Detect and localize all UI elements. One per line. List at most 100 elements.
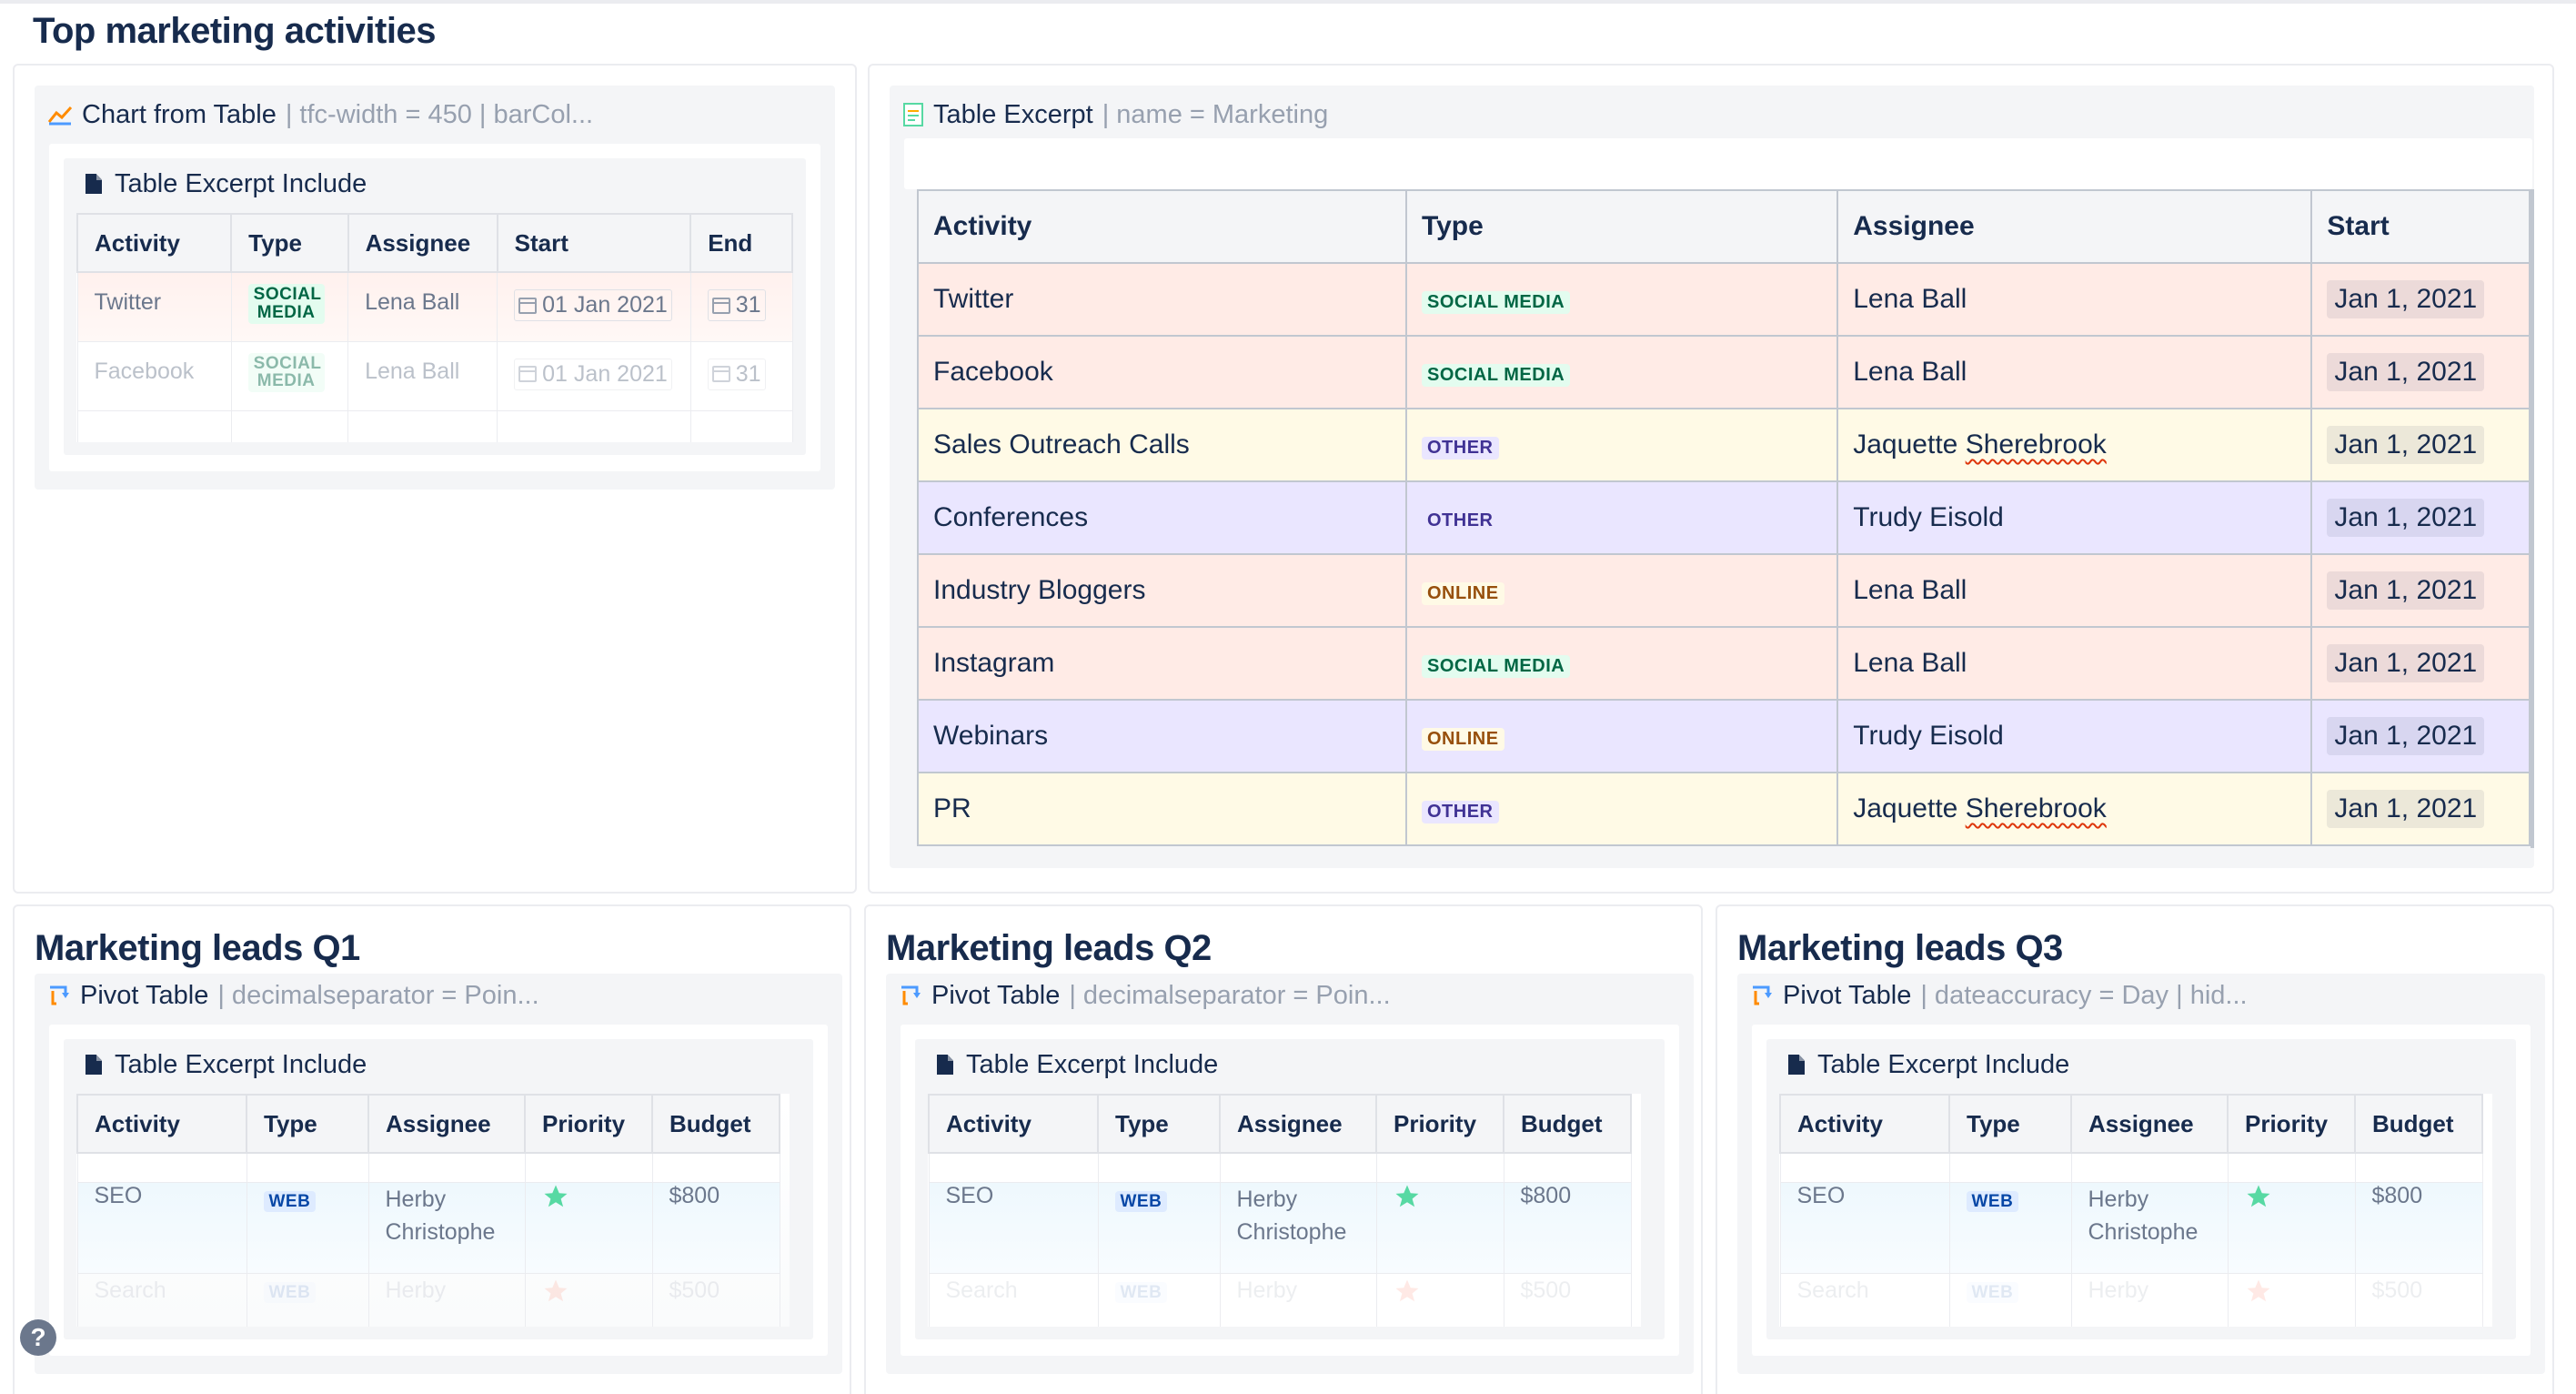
- include-title: Table Excerpt Include: [966, 1049, 1219, 1079]
- cell-assignee: Herby Christophe: [367, 1181, 526, 1274]
- excerpt-macro-params: | name = Marketing: [1102, 99, 1329, 129]
- date-chip: 31: [707, 358, 766, 390]
- type-lozenge: WEB: [1966, 1190, 2019, 1213]
- table-row: Conferences OTHER Trudy Eisold Jan 1, 20…: [917, 480, 2531, 555]
- type-lozenge: OTHER: [1422, 437, 1499, 460]
- date-chip: Jan 1, 2021: [2327, 280, 2485, 318]
- pivot-table-icon: [899, 984, 922, 1007]
- col-start[interactable]: Start: [496, 213, 692, 273]
- col-activity[interactable]: Activity: [76, 213, 233, 273]
- type-lozenge: ONLINE: [1422, 582, 1504, 605]
- table-row: SEO WEB Herby Christophe $800: [1779, 1181, 2483, 1274]
- col-activity[interactable]: Activity: [76, 1094, 247, 1154]
- col-type[interactable]: Type: [1097, 1094, 1221, 1154]
- col-assignee[interactable]: Assignee: [1219, 1094, 1377, 1154]
- table-excerpt-include: Table Excerpt Include Activity Type Assi…: [915, 1039, 1665, 1339]
- cell-activity: Facebook: [76, 340, 232, 411]
- table-row: Industry Bloggers ONLINE Lena Ball Jan 1…: [917, 553, 2531, 628]
- calendar-icon: [711, 366, 730, 382]
- cell-assignee: Jaquette Sherebrook: [1836, 408, 2313, 482]
- col-type[interactable]: Type: [1948, 1094, 2072, 1154]
- cell-activity: Conferences: [917, 480, 1407, 555]
- col-activity[interactable]: Activity: [917, 189, 1407, 264]
- date-chip: Jan 1, 2021: [2327, 717, 2485, 755]
- pivot-table-macro[interactable]: Pivot Table | decimalseparator = Poin...…: [886, 974, 1694, 1374]
- table-row: PR OTHER Jaquette Sherebrook Jan 1, 2021: [917, 772, 2531, 846]
- page-title: Top marketing activities: [33, 11, 436, 51]
- cell-assignee: Lena Ball: [1836, 553, 2313, 628]
- col-assignee[interactable]: Assignee: [367, 1094, 526, 1154]
- chart-from-table-macro[interactable]: Chart from Table | tfc-width = 450 | bar…: [35, 86, 835, 490]
- col-priority[interactable]: Priority: [2227, 1094, 2356, 1154]
- table-row: Search WEB Herby $500: [928, 1272, 1632, 1327]
- pivot-macro-params: | decimalseparator = Poin...: [1069, 980, 1391, 1010]
- table-row: Sales Outreach Calls OTHER Jaquette Sher…: [917, 408, 2531, 482]
- type-lozenge: ONLINE: [1422, 728, 1504, 751]
- table-row: Facebook SOCIAL MEDIA Lena Ball 01 Jan 2…: [76, 340, 793, 411]
- calendar-icon: [518, 366, 538, 382]
- document-icon: [86, 1055, 102, 1075]
- cell-assignee: Herby Christophe: [1219, 1181, 1377, 1274]
- col-assignee[interactable]: Assignee: [2070, 1094, 2229, 1154]
- include-title: Table Excerpt Include: [115, 168, 367, 198]
- col-activity[interactable]: Activity: [1779, 1094, 1950, 1154]
- type-lozenge: WEB: [1114, 1190, 1168, 1213]
- date-chip: Jan 1, 2021: [2327, 353, 2485, 391]
- col-assignee[interactable]: Assignee: [1836, 189, 2313, 264]
- top-divider: [0, 0, 2576, 4]
- calendar-icon: [518, 297, 538, 314]
- cell-activity: Sales Outreach Calls: [917, 408, 1407, 482]
- cell-activity: Twitter: [917, 262, 1407, 337]
- col-type[interactable]: Type: [246, 1094, 369, 1154]
- col-assignee[interactable]: Assignee: [347, 213, 498, 273]
- cell-assignee: Jaquette Sherebrook: [1836, 772, 2313, 846]
- col-budget[interactable]: Budget: [1503, 1094, 1632, 1154]
- col-priority[interactable]: Priority: [1375, 1094, 1504, 1154]
- leads-q3-title: Marketing leads Q3: [1737, 928, 2063, 968]
- table-excerpt-include: Table Excerpt Include Activity Type Assi…: [64, 158, 806, 455]
- cell-assignee: Herby Christophe: [2070, 1181, 2229, 1274]
- pivot-table-icon: [1750, 984, 1774, 1007]
- type-lozenge: SOCIAL MEDIA: [1422, 655, 1571, 678]
- star-icon: [1395, 1185, 1418, 1207]
- col-type[interactable]: Type: [1404, 189, 1839, 264]
- date-chip: 01 Jan 2021: [514, 358, 672, 390]
- cell-assignee: Trudy Eisold: [1836, 480, 2313, 555]
- star-icon: [544, 1185, 567, 1207]
- layout-cell-chart: Chart from Table | tfc-width = 450 | bar…: [13, 64, 857, 894]
- col-start[interactable]: Start: [2310, 189, 2531, 264]
- cell-budget: $800: [651, 1181, 780, 1274]
- type-lozenge: SOCIAL MEDIA: [1422, 364, 1571, 387]
- star-icon: [1395, 1279, 1418, 1301]
- col-activity[interactable]: Activity: [928, 1094, 1099, 1154]
- cell-assignee: Lena Ball: [1836, 262, 2313, 337]
- col-budget[interactable]: Budget: [2354, 1094, 2483, 1154]
- col-budget[interactable]: Budget: [651, 1094, 780, 1154]
- pivot-table-macro[interactable]: Pivot Table | decimalseparator = Poin...…: [35, 974, 842, 1374]
- chart-source-table: Activity Type Assignee Start End Twitter…: [76, 213, 793, 442]
- chart-macro-title: Chart from Table: [82, 99, 277, 129]
- type-lozenge: SOCIAL MEDIA: [247, 284, 325, 324]
- cell-assignee: Lena Ball: [347, 340, 498, 411]
- layout-cell-excerpt: Table Excerpt | name = Marketing Activit…: [868, 64, 2554, 894]
- pivot-macro-params: | decimalseparator = Poin...: [217, 980, 539, 1010]
- table-excerpt-macro[interactable]: Table Excerpt | name = Marketing Activit…: [890, 86, 2534, 868]
- date-chip: 31: [707, 289, 766, 321]
- cell-activity: SEO: [1779, 1181, 1950, 1274]
- col-type[interactable]: Type: [230, 213, 349, 273]
- cell-activity: Webinars: [917, 699, 1407, 773]
- pivot-table-macro[interactable]: Pivot Table | dateaccuracy = Day | hid..…: [1737, 974, 2545, 1374]
- help-button[interactable]: ?: [20, 1319, 56, 1356]
- col-end[interactable]: End: [689, 213, 793, 273]
- col-priority[interactable]: Priority: [524, 1094, 653, 1154]
- cell-activity: Instagram: [917, 626, 1407, 701]
- table-excerpt-include: Table Excerpt Include Activity Type Assi…: [64, 1039, 813, 1339]
- pivot-macro-title: Pivot Table: [1783, 980, 1912, 1010]
- cell-activity: SEO: [76, 1181, 247, 1274]
- date-chip: Jan 1, 2021: [2327, 571, 2485, 610]
- document-icon: [937, 1055, 953, 1075]
- date-chip: Jan 1, 2021: [2327, 499, 2485, 537]
- pivot-macro-title: Pivot Table: [931, 980, 1061, 1010]
- cell-activity: SEO: [928, 1181, 1099, 1274]
- layout-cell-leads-q3: Marketing leads Q3 Pivot Table | dateacc…: [1716, 904, 2554, 1394]
